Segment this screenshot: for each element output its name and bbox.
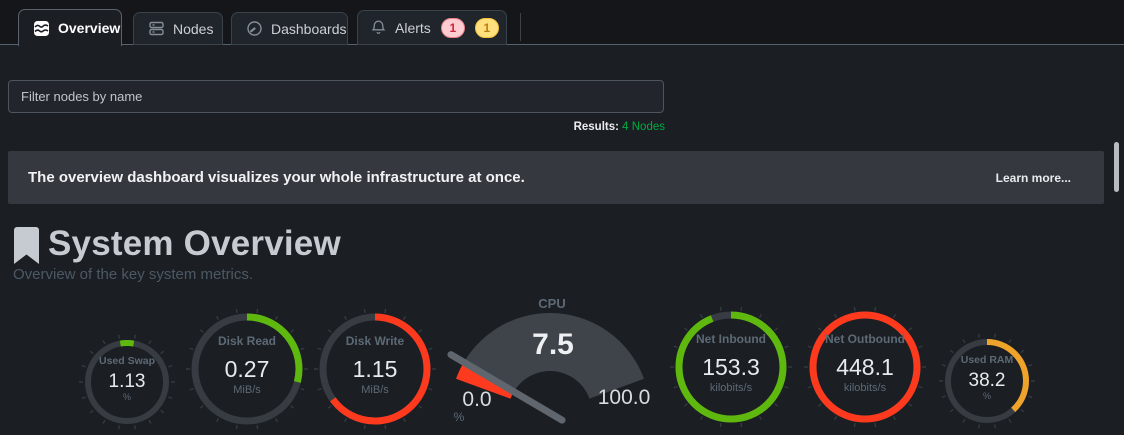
alerts-warning-badge: 1 bbox=[474, 17, 499, 38]
used-swap-ring bbox=[79, 334, 175, 430]
net-inbound-gauge[interactable]: Net Inbound 153.3 kilobits/s bbox=[670, 306, 792, 428]
tab-alerts-label: Alerts bbox=[395, 19, 431, 36]
tab-separator bbox=[520, 13, 521, 41]
net-outbound-gauge[interactable]: Net Outbound 448.1 kilobits/s bbox=[804, 306, 926, 428]
disk-read-ring bbox=[186, 308, 308, 430]
disk-write-gauge[interactable]: Disk Write 1.15 MiB/s bbox=[314, 308, 436, 430]
tab-bar: Overview Nodes Dashboards bbox=[0, 0, 1124, 46]
disk-read-unit: MiB/s bbox=[233, 384, 261, 396]
section-subtitle: Overview of the key system metrics. bbox=[13, 266, 254, 283]
disk-write-unit: MiB/s bbox=[361, 384, 389, 396]
cpu-gauge-max: 100.0 bbox=[597, 386, 651, 409]
learn-more-link[interactable]: Learn more... bbox=[995, 170, 1071, 185]
tab-nodes[interactable]: Nodes bbox=[133, 12, 223, 45]
disk-write-label: Disk Write bbox=[345, 334, 405, 348]
disk-read-value: 0.27 bbox=[224, 356, 270, 382]
gauge-icon bbox=[246, 20, 263, 37]
tab-dashboards-label: Dashboards bbox=[271, 20, 347, 37]
used-ram-unit: % bbox=[982, 391, 991, 401]
banner-message: The overview dashboard visualizes your w… bbox=[28, 169, 525, 186]
disk-read-label: Disk Read bbox=[217, 334, 277, 348]
tab-nodes-label: Nodes bbox=[173, 20, 214, 37]
net-inbound-label: Net Inbound bbox=[696, 332, 766, 346]
cpu-gauge-title: CPU bbox=[538, 296, 566, 311]
net-outbound-unit: kilobits/s bbox=[843, 382, 887, 394]
net-inbound-value: 153.3 bbox=[702, 354, 760, 380]
results-value: 4 Nodes bbox=[622, 121, 665, 133]
used-swap-label: Used Swap bbox=[98, 355, 156, 367]
used-swap-gauge[interactable]: Used Swap 1.13% bbox=[79, 334, 175, 430]
alerts-critical-badge: 1 bbox=[440, 17, 465, 38]
disk-write-value: 1.15 bbox=[352, 356, 398, 382]
bookmark-icon bbox=[14, 227, 39, 269]
disk-read-gauge[interactable]: Disk Read 0.27 MiB/s bbox=[186, 308, 308, 430]
net-inbound-ring bbox=[670, 306, 792, 428]
disk-write-ring bbox=[314, 308, 436, 430]
server-icon bbox=[148, 20, 165, 37]
net-inbound-unit: kilobits/s bbox=[709, 382, 753, 394]
area-chart-icon bbox=[33, 20, 50, 37]
used-ram-value: 38.2 bbox=[968, 370, 1006, 391]
cpu-gauge-unit: % bbox=[453, 410, 465, 424]
results-count: Results: 4 Nodes bbox=[0, 121, 665, 133]
scrollbar-thumb[interactable] bbox=[1114, 142, 1119, 192]
tab-overview-label: Overview bbox=[58, 20, 121, 36]
used-ram-gauge[interactable]: Used RAM 38.2% bbox=[939, 333, 1035, 429]
tab-overview[interactable]: Overview bbox=[18, 9, 122, 46]
cpu-gauge-dial bbox=[447, 313, 644, 424]
info-banner: The overview dashboard visualizes your w… bbox=[8, 151, 1104, 204]
filter-nodes-input[interactable] bbox=[8, 80, 664, 113]
net-outbound-ring bbox=[804, 306, 926, 428]
net-outbound-value: 448.1 bbox=[836, 354, 894, 380]
cpu-gauge-value: 7.5 bbox=[532, 328, 574, 361]
section-title: System Overview bbox=[48, 224, 341, 263]
net-outbound-label: Net Outbound bbox=[825, 332, 905, 346]
cpu-gauge[interactable]: CPU 7.5 0.0 100.0% bbox=[440, 296, 660, 435]
used-ram-ring bbox=[939, 333, 1035, 429]
used-ram-label: Used RAM bbox=[960, 354, 1014, 366]
used-swap-unit: % bbox=[122, 392, 131, 402]
bell-icon bbox=[370, 19, 387, 36]
used-swap-value: 1.13 bbox=[108, 371, 146, 392]
cpu-gauge-min: 0.0 bbox=[462, 388, 492, 411]
tab-alerts[interactable]: Alerts 1 1 bbox=[357, 10, 507, 45]
results-label: Results: bbox=[573, 121, 619, 133]
tab-dashboards[interactable]: Dashboards bbox=[231, 12, 348, 45]
